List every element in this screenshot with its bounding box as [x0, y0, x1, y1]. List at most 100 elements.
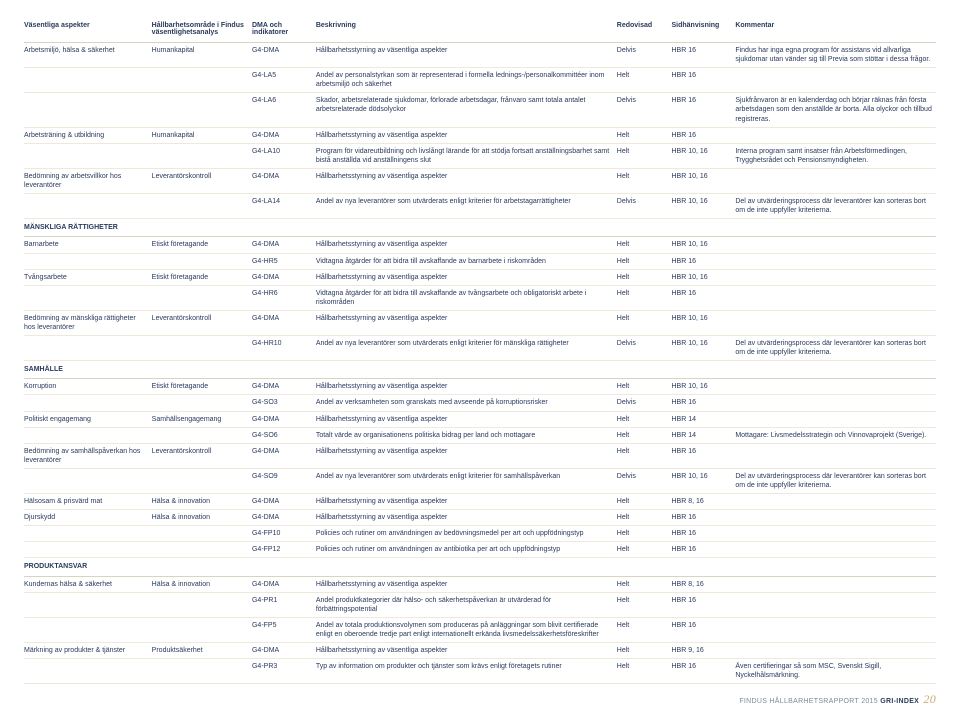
- cell: Bedömning av mänskliga rättigheter hos l…: [24, 310, 152, 335]
- cell: HBR 14: [672, 411, 736, 427]
- cell: [735, 411, 936, 427]
- cell: Humankapital: [152, 127, 252, 143]
- cell: Vidtagna åtgärder för att bidra till avs…: [316, 285, 617, 310]
- cell: [735, 310, 936, 335]
- cell: Del av utvärderingsprocess där leverantö…: [735, 336, 936, 361]
- cell: HBR 10, 16: [672, 310, 736, 335]
- cell: Etiskt företagande: [152, 237, 252, 253]
- table-row: G4-HR6Vidtagna åtgärder för att bidra ti…: [24, 285, 936, 310]
- cell: Hälsa & innovation: [152, 494, 252, 510]
- cell: Hälsa & innovation: [152, 510, 252, 526]
- col-header-0: Väsentliga aspekter: [24, 18, 152, 43]
- cell: HBR 16: [672, 43, 736, 68]
- cell: Hållbarhetsstyrning av väsentliga aspekt…: [316, 43, 617, 68]
- cell: G4-HR5: [252, 253, 316, 269]
- cell: [24, 143, 152, 168]
- cell: G4-DMA: [252, 643, 316, 659]
- cell: Etiskt företagande: [152, 379, 252, 395]
- cell: Helt: [617, 526, 672, 542]
- table-row: Politiskt engagemangSamhällsengagemangG4…: [24, 411, 936, 427]
- table-row: G4-FP12Policies och rutiner om användnin…: [24, 542, 936, 558]
- cell: Helt: [617, 411, 672, 427]
- cell: HBR 8, 16: [672, 576, 736, 592]
- cell: Hållbarhetsstyrning av väsentliga aspekt…: [316, 643, 617, 659]
- cell: [735, 542, 936, 558]
- cell: G4-PR1: [252, 592, 316, 617]
- cell: [152, 659, 252, 684]
- cell: Interna program samt insatser från Arbet…: [735, 143, 936, 168]
- cell: Delvis: [617, 395, 672, 411]
- cell: [152, 336, 252, 361]
- table-row: G4-LA14Andel av nya leverantörer som utv…: [24, 194, 936, 219]
- cell: Hållbarhetsstyrning av väsentliga aspekt…: [316, 576, 617, 592]
- col-header-6: Kommentar: [735, 18, 936, 43]
- cell: Leverantörskontroll: [152, 168, 252, 193]
- footer-gri: GRI-INDEX: [880, 698, 919, 705]
- table-row: G4-LA6Skador, arbetsrelaterade sjukdomar…: [24, 93, 936, 127]
- cell: G4-DMA: [252, 510, 316, 526]
- cell: HBR 10, 16: [672, 379, 736, 395]
- cell: Bedömning av samhällspåverkan hos levera…: [24, 443, 152, 468]
- cell: Bedömning av arbetsvillkor hos leverantö…: [24, 168, 152, 193]
- cell: Hälsa & innovation: [152, 576, 252, 592]
- section-header: PRODUKTANSVAR: [24, 558, 936, 576]
- col-header-5: Sidhänvisning: [672, 18, 736, 43]
- cell: G4-DMA: [252, 269, 316, 285]
- cell: [735, 285, 936, 310]
- cell: Hållbarhetsstyrning av väsentliga aspekt…: [316, 237, 617, 253]
- cell: G4-LA6: [252, 93, 316, 127]
- cell: [24, 526, 152, 542]
- cell: Findus har inga egna program för assista…: [735, 43, 936, 68]
- cell: [152, 617, 252, 642]
- cell: Helt: [617, 617, 672, 642]
- cell: [24, 427, 152, 443]
- page-footer: FINDUS HÅLLBARHETSRAPPORT 2015 GRI-INDEX…: [24, 692, 936, 707]
- cell: [152, 143, 252, 168]
- cell: Totalt värde av organisationens politisk…: [316, 427, 617, 443]
- cell: [735, 269, 936, 285]
- cell: HBR 10, 16: [672, 336, 736, 361]
- table-row: G4-LA10Program för vidareutbildning och …: [24, 143, 936, 168]
- cell: [152, 285, 252, 310]
- cell: [24, 395, 152, 411]
- cell: Hållbarhetsstyrning av väsentliga aspekt…: [316, 269, 617, 285]
- cell: Produktsäkerhet: [152, 643, 252, 659]
- cell: HBR 16: [672, 659, 736, 684]
- cell: G4-DMA: [252, 443, 316, 468]
- cell: Helt: [617, 127, 672, 143]
- cell: HBR 14: [672, 427, 736, 443]
- cell: HBR 16: [672, 93, 736, 127]
- cell: Helt: [617, 168, 672, 193]
- cell: Märkning av produkter & tjänster: [24, 643, 152, 659]
- cell: Leverantörskontroll: [152, 443, 252, 468]
- cell: G4-DMA: [252, 237, 316, 253]
- cell: Helt: [617, 427, 672, 443]
- cell: Arbetsträning & utbildning: [24, 127, 152, 143]
- cell: G4-SO6: [252, 427, 316, 443]
- cell: Delvis: [617, 336, 672, 361]
- cell: Delvis: [617, 43, 672, 68]
- cell: Sjukfrånvaron är en kalenderdag och börj…: [735, 93, 936, 127]
- cell: HBR 16: [672, 542, 736, 558]
- cell: [152, 592, 252, 617]
- table-row: G4-SO3Andel av verksamheten som granskat…: [24, 395, 936, 411]
- cell: Hållbarhetsstyrning av väsentliga aspekt…: [316, 379, 617, 395]
- table-row: G4-FP10Policies och rutiner om användnin…: [24, 526, 936, 542]
- cell: [735, 253, 936, 269]
- page-number: 20: [923, 692, 936, 706]
- cell: [24, 592, 152, 617]
- cell: [24, 468, 152, 493]
- cell: HBR 16: [672, 68, 736, 93]
- cell: Andel av verksamheten som granskats med …: [316, 395, 617, 411]
- cell: G4-DMA: [252, 411, 316, 427]
- table-body: Arbetsmiljö, hälsa & säkerhet Humankapita…: [24, 43, 936, 684]
- table-row: G4-HR10Andel av nya leverantörer som utv…: [24, 336, 936, 361]
- col-header-1: Hållbarhetsområde i Findus väsentlighets…: [152, 18, 252, 43]
- cell: HBR 16: [672, 127, 736, 143]
- cell: Helt: [617, 494, 672, 510]
- gri-index-table: Väsentliga aspekterHållbarhetsområde i F…: [24, 18, 936, 684]
- cell: Arbetsmiljö, hälsa & säkerhet: [24, 43, 152, 68]
- table-row: G4-SO6Totalt värde av organisationens po…: [24, 427, 936, 443]
- cell: Hållbarhetsstyrning av väsentliga aspekt…: [316, 510, 617, 526]
- cell: G4-LA14: [252, 194, 316, 219]
